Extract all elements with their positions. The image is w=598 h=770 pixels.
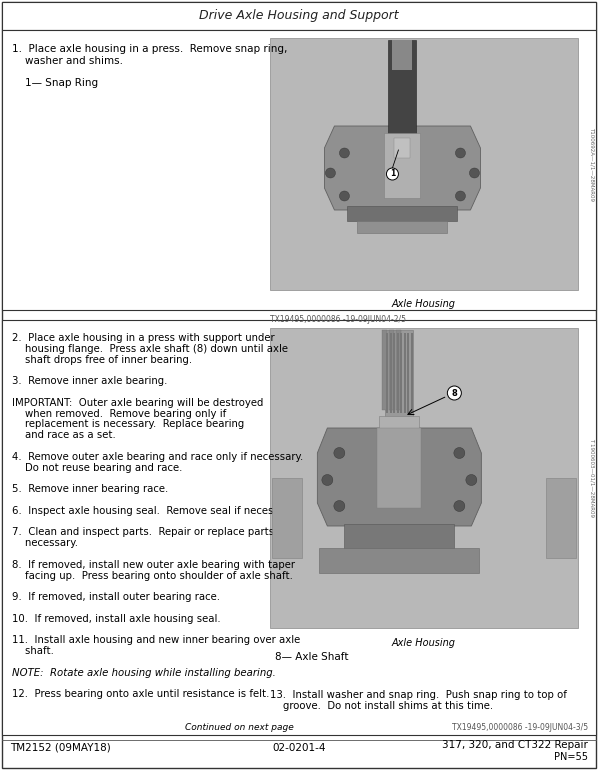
- Circle shape: [325, 168, 335, 178]
- Circle shape: [456, 191, 465, 201]
- Bar: [546, 478, 576, 558]
- Bar: [2, 2, 596, 30]
- Text: 1.  Place axle housing in a press.  Remove snap ring,: 1. Place axle housing in a press. Remove…: [12, 44, 288, 54]
- Text: Drive Axle Housing and Support: Drive Axle Housing and Support: [199, 9, 399, 22]
- Text: IMPORTANT:  Outer axle bearing will be destroyed: IMPORTANT: Outer axle bearing will be de…: [12, 398, 263, 408]
- Bar: [379, 416, 419, 434]
- Bar: [389, 330, 394, 410]
- Text: 317, 320, and CT322 Repair: 317, 320, and CT322 Repair: [442, 740, 588, 750]
- Circle shape: [334, 500, 345, 511]
- Circle shape: [322, 474, 333, 486]
- Text: T 1900603—01/1—28MAR09: T 1900603—01/1—28MAR09: [590, 438, 594, 517]
- Text: 3.  Remove inner axle bearing.: 3. Remove inner axle bearing.: [12, 377, 167, 387]
- Text: PN=55: PN=55: [554, 752, 588, 762]
- Text: necessary.: necessary.: [12, 538, 78, 548]
- Text: 7.  Clean and inspect parts.  Repair or replace parts as: 7. Clean and inspect parts. Repair or re…: [12, 527, 289, 537]
- Circle shape: [340, 148, 349, 158]
- Bar: [319, 548, 480, 573]
- Text: when removed.  Remove bearing only if: when removed. Remove bearing only if: [12, 409, 226, 419]
- Bar: [382, 330, 388, 410]
- Text: 8: 8: [451, 389, 457, 397]
- Text: shaft drops free of inner bearing.: shaft drops free of inner bearing.: [12, 355, 192, 365]
- Bar: [377, 428, 422, 508]
- Bar: [400, 333, 402, 413]
- Bar: [2, 320, 596, 735]
- Text: Continued on next page: Continued on next page: [185, 723, 294, 732]
- Text: TX19495,0000086 -19-09JUN04-2/5: TX19495,0000086 -19-09JUN04-2/5: [270, 315, 406, 324]
- Text: and race as a set.: and race as a set.: [12, 430, 116, 440]
- Bar: [397, 333, 399, 413]
- Bar: [344, 524, 454, 554]
- Polygon shape: [325, 126, 480, 210]
- Text: 8— Axle Shaft: 8— Axle Shaft: [275, 652, 349, 662]
- Bar: [404, 333, 406, 413]
- Polygon shape: [318, 428, 481, 526]
- Bar: [270, 38, 578, 290]
- Text: 2.  Place axle housing in a press with support under: 2. Place axle housing in a press with su…: [12, 333, 274, 343]
- Bar: [270, 328, 578, 628]
- Circle shape: [334, 447, 345, 458]
- Text: Axle Housing: Axle Housing: [392, 638, 456, 648]
- Circle shape: [456, 148, 465, 158]
- Text: Do not reuse bearing and race.: Do not reuse bearing and race.: [12, 463, 182, 473]
- Text: 5.  Remove inner bearing race.: 5. Remove inner bearing race.: [12, 484, 168, 494]
- Bar: [385, 133, 420, 198]
- Text: washer and shims.: washer and shims.: [12, 55, 123, 65]
- Bar: [390, 333, 392, 413]
- Text: Axle Housing: Axle Housing: [392, 299, 456, 309]
- Text: 4.  Remove outer axle bearing and race only if necessary.: 4. Remove outer axle bearing and race on…: [12, 452, 303, 462]
- Bar: [395, 138, 410, 158]
- Text: 1: 1: [390, 169, 395, 179]
- Circle shape: [469, 168, 480, 178]
- Text: NOTE:  Rotate axle housing while installing bearing.: NOTE: Rotate axle housing while installi…: [12, 668, 276, 678]
- Circle shape: [447, 386, 462, 400]
- Bar: [358, 221, 447, 233]
- Bar: [2, 30, 596, 310]
- Bar: [347, 206, 457, 221]
- Circle shape: [466, 474, 477, 486]
- Circle shape: [340, 191, 349, 201]
- Text: 02-0201-4: 02-0201-4: [272, 743, 326, 753]
- Text: 12.  Press bearing onto axle until resistance is felt.: 12. Press bearing onto axle until resist…: [12, 689, 269, 699]
- Text: 8.  If removed, install new outer axle bearing with taper: 8. If removed, install new outer axle be…: [12, 560, 295, 570]
- Bar: [393, 333, 395, 413]
- Text: TM2152 (09MAY18): TM2152 (09MAY18): [10, 743, 111, 753]
- Bar: [411, 333, 413, 413]
- Text: 1— Snap Ring: 1— Snap Ring: [12, 79, 98, 89]
- Text: housing flange.  Press axle shaft (8) down until axle: housing flange. Press axle shaft (8) dow…: [12, 343, 288, 353]
- Text: 11.  Install axle housing and new inner bearing over axle: 11. Install axle housing and new inner b…: [12, 635, 300, 645]
- Bar: [272, 478, 302, 558]
- Bar: [396, 330, 401, 410]
- Text: 6.  Inspect axle housing seal.  Remove seal if necessary.: 6. Inspect axle housing seal. Remove sea…: [12, 506, 297, 516]
- Bar: [385, 330, 413, 420]
- Bar: [386, 333, 388, 413]
- Circle shape: [454, 447, 465, 458]
- Text: groove.  Do not install shims at this time.: groove. Do not install shims at this tim…: [270, 701, 493, 711]
- Text: TX19495,0000086 -19-09JUN04-3/5: TX19495,0000086 -19-09JUN04-3/5: [452, 723, 588, 732]
- Circle shape: [386, 168, 398, 180]
- Text: 9.  If removed, install outer bearing race.: 9. If removed, install outer bearing rac…: [12, 592, 220, 602]
- Text: T100692A—1/1—28MAR09: T100692A—1/1—28MAR09: [590, 127, 594, 201]
- Bar: [392, 40, 413, 70]
- Text: facing up.  Press bearing onto shoulder of axle shaft.: facing up. Press bearing onto shoulder o…: [12, 571, 293, 581]
- Text: 13.  Install washer and snap ring.  Push snap ring to top of: 13. Install washer and snap ring. Push s…: [270, 690, 567, 700]
- Text: shaft.: shaft.: [12, 646, 54, 656]
- Bar: [389, 40, 416, 140]
- Text: 10.  If removed, install axle housing seal.: 10. If removed, install axle housing sea…: [12, 614, 221, 624]
- Circle shape: [454, 500, 465, 511]
- Bar: [407, 333, 410, 413]
- Text: replacement is necessary.  Replace bearing: replacement is necessary. Replace bearin…: [12, 420, 244, 430]
